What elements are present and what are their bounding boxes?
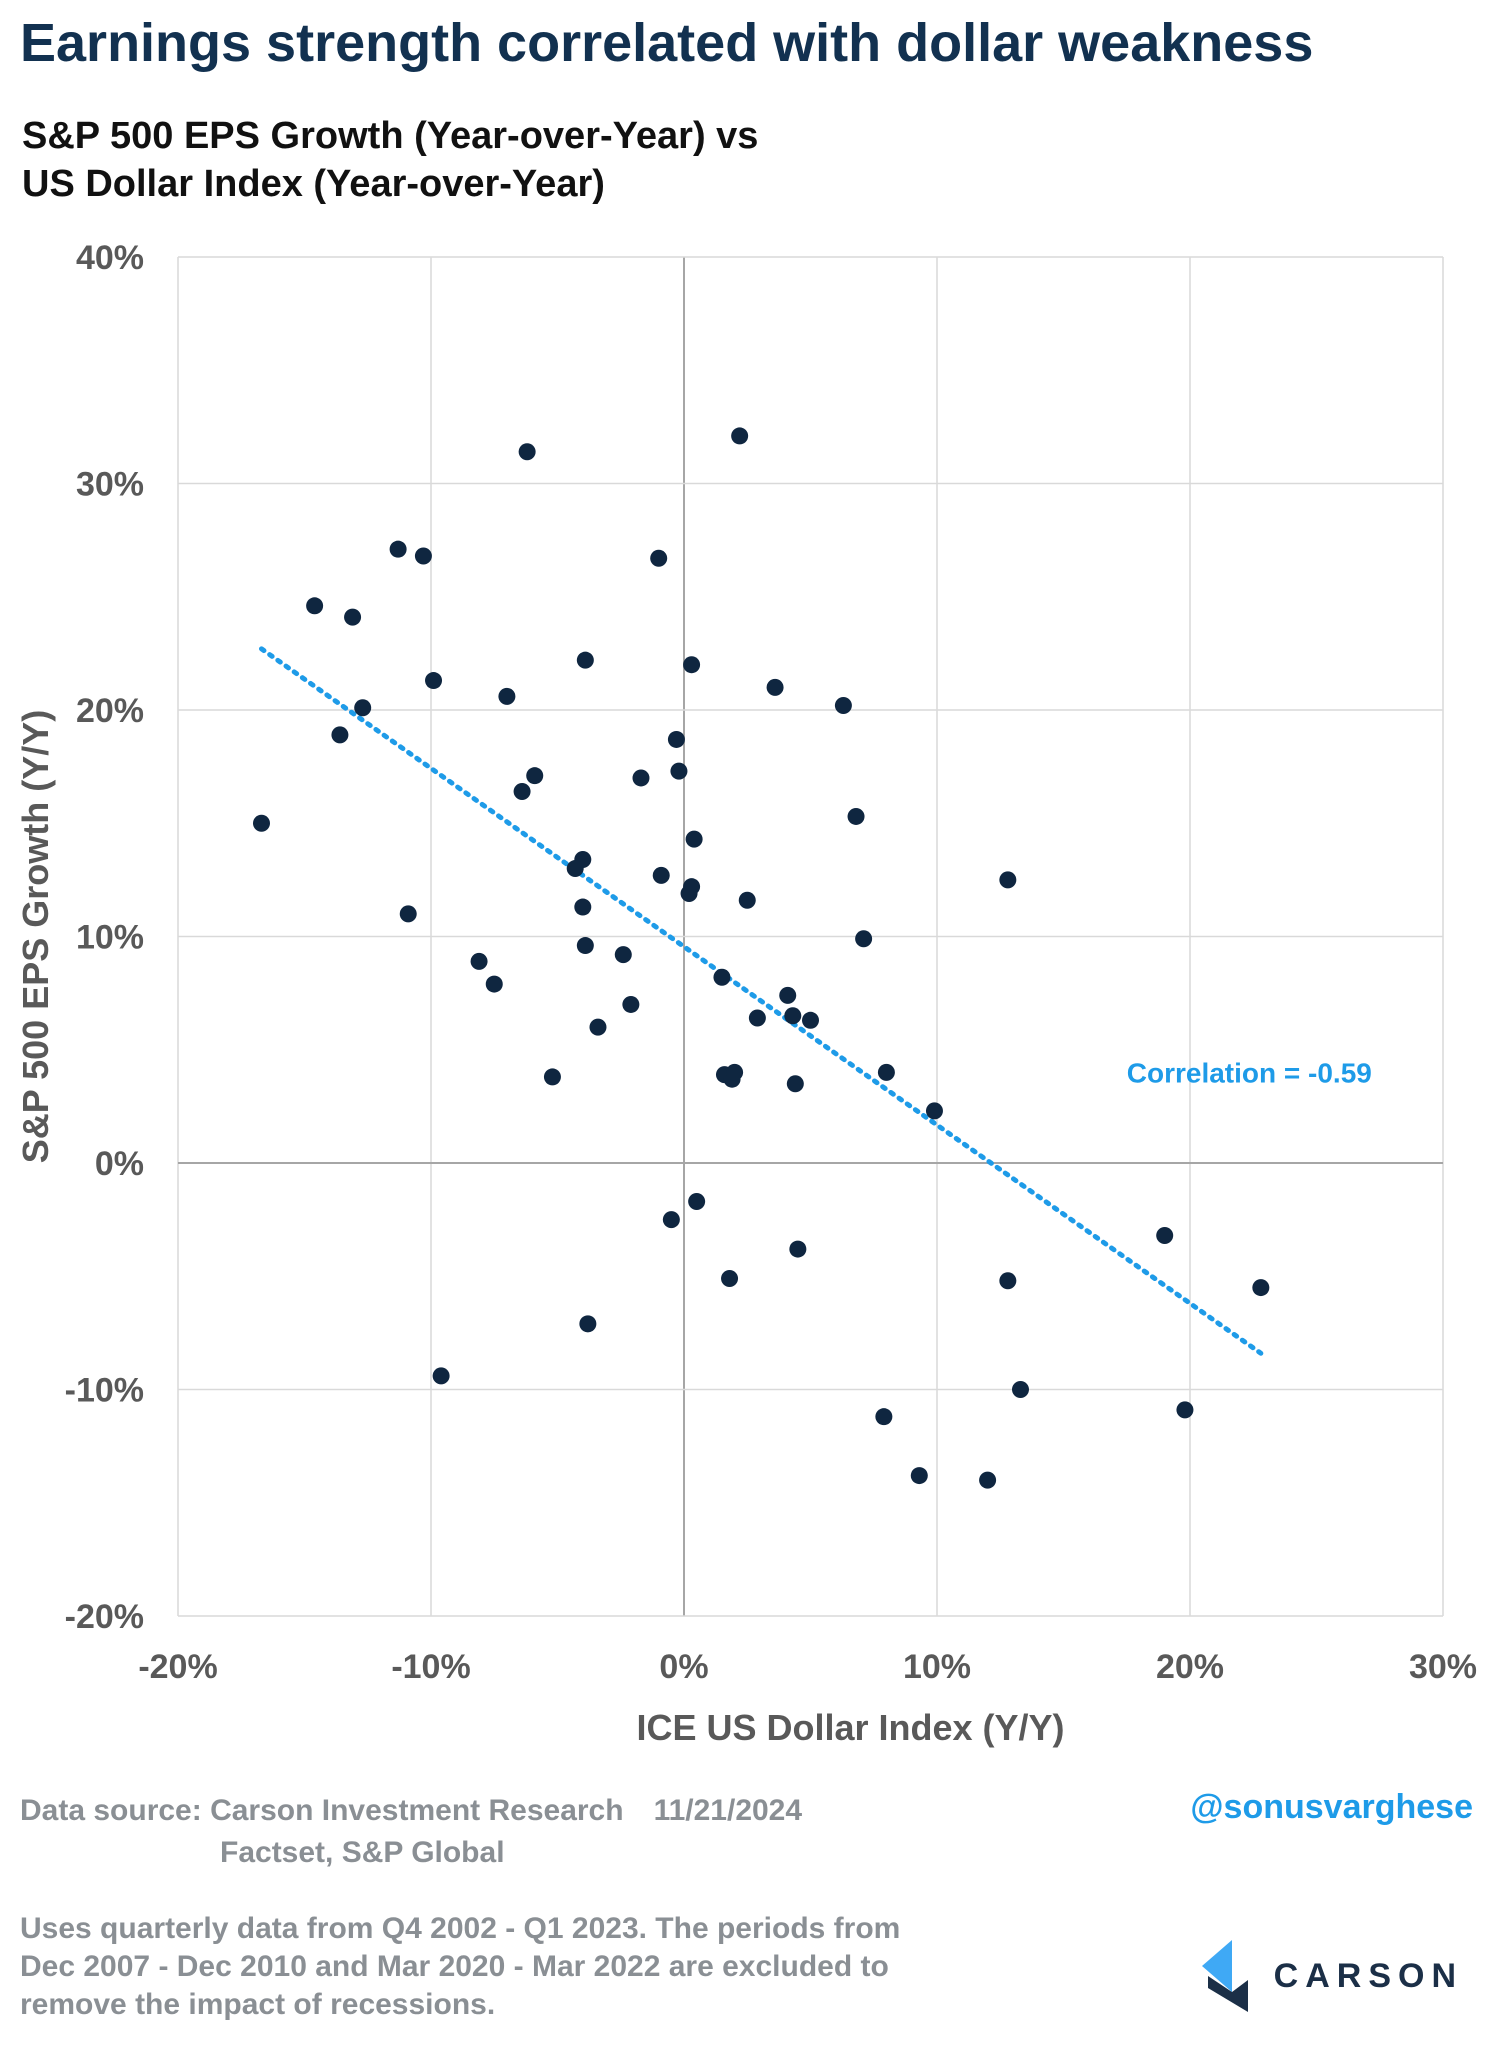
y-tick-label: 0% [95,1145,144,1183]
data-point [344,608,362,626]
data-point [354,699,372,717]
x-tick-label: 10% [903,1648,971,1686]
data-point [789,1240,807,1258]
y-tick-label: -10% [65,1372,144,1410]
data-point [834,696,852,714]
carson-logo: CARSON [1201,1940,1463,2012]
x-tick-label: 30% [1409,1648,1477,1686]
x-axis-label: ICE US Dollar Index (Y/Y) [636,1707,1064,1748]
data-point [685,830,703,848]
data-source: Data source: Carson Investment Research 1… [20,1790,802,1874]
headline: Earnings strength correlated with dollar… [20,13,1314,73]
data-point [576,937,594,955]
data-point [432,1367,450,1385]
data-point [389,540,407,558]
data-point [306,597,324,615]
data-point [1011,1381,1029,1398]
data-point [910,1467,928,1485]
source-line-2: Factset, S&P Global [220,1836,505,1869]
data-point [1252,1279,1270,1297]
data-point [485,975,503,993]
x-tick-label: 0% [659,1648,708,1686]
note-line-2: Dec 2007 - Dec 2010 and Mar 2020 - Mar 2… [20,1950,889,1983]
carson-wordmark: CARSON [1273,1956,1463,1995]
data-point [589,1018,607,1036]
y-tick-label: 40% [76,239,144,277]
data-point [786,1075,804,1093]
data-point [579,1315,597,1333]
data-point [662,1211,680,1229]
correlation-annotation: Correlation = -0.59 [1127,1057,1372,1088]
data-point [855,930,873,948]
data-point [622,995,640,1013]
data-point [425,672,443,690]
data-point [802,1011,819,1029]
data-point [999,871,1017,889]
data-point [414,547,432,565]
data-point [875,1408,893,1426]
data-point [543,1068,561,1086]
y-tick-label: 10% [76,919,144,957]
subtitle-line-1: S&P 500 EPS Growth (Year-over-Year) vs [22,115,759,157]
data-point [713,968,731,986]
data-point [632,769,650,787]
data-point [574,850,592,868]
data-point [650,549,668,567]
subtitle-line-2: US Dollar Index (Year-over-Year) [22,163,605,205]
source-date: 11/21/2024 [653,1794,803,1827]
data-point [399,905,417,923]
data-point [683,656,701,674]
data-point [726,1063,744,1081]
data-point [721,1270,739,1288]
data-point [518,443,536,461]
data-point [766,678,784,696]
data-point [667,730,685,748]
data-point [683,878,701,896]
y-tick-label: -20% [65,1598,144,1636]
data-point [1156,1226,1174,1244]
data-point [748,1009,766,1027]
data-point [331,726,349,744]
note-line-1: Uses quarterly data from Q4 2002 - Q1 20… [20,1912,901,1945]
data-point [688,1193,706,1211]
data-point [576,651,594,669]
data-point [779,986,797,1004]
x-tick-label: -10% [391,1648,470,1686]
data-point [498,687,516,705]
data-point [979,1471,997,1489]
data-point [614,946,632,964]
note-line-3: remove the impact of recessions. [20,1988,496,2021]
y-axis-label: S&P 500 EPS Growth (Y/Y) [15,710,56,1163]
y-tick-label: 20% [76,692,144,730]
data-point [470,952,488,970]
author-handle[interactable]: @sonusvarghese [1190,1788,1473,1826]
tick-labels: -20% -10% 0% 10% 20% 30% -20% -10% 0% 10% 20% 30% 40… [65,239,1477,1686]
x-tick-label: -20% [138,1648,217,1686]
data-point [847,807,865,825]
data-point [574,898,592,916]
data-points [252,427,1270,1489]
scatter-chart: -20% -10% 0% 10% 20% 30% -20% -10% 0% 10% 20% 30% 40… [15,239,1477,1748]
source-label: Data source: Carson Investment Research [20,1794,624,1827]
x-tick-label: 20% [1156,1648,1224,1686]
gridlines [177,256,1444,1617]
data-point [526,767,544,785]
data-point [731,427,749,445]
data-point [252,814,270,832]
trendline [258,646,1264,1356]
chart-subtitle: S&P 500 EPS Growth (Year-over-Year) vs U… [22,112,758,208]
data-point [925,1102,943,1120]
data-point [877,1063,895,1081]
carson-logo-icon [1201,1940,1248,2012]
y-tick-label: 30% [76,466,144,504]
data-point [513,783,531,801]
data-point [652,866,670,884]
data-point [670,762,688,780]
data-point [784,1007,802,1025]
methodology-note: Uses quarterly data from Q4 2002 - Q1 20… [20,1910,1020,2024]
data-point [999,1272,1017,1290]
data-point [1176,1401,1194,1419]
data-point [738,891,756,909]
